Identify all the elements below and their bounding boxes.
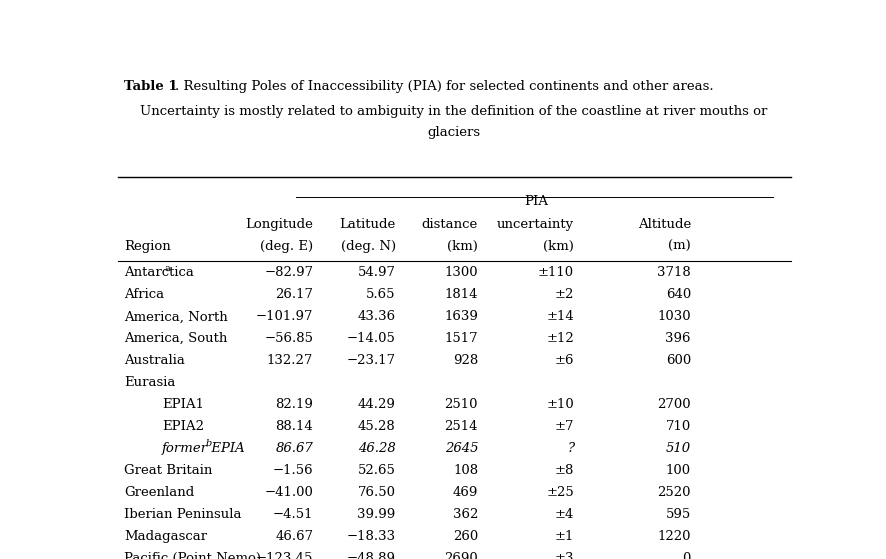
Text: Greenland: Greenland xyxy=(124,486,195,499)
Text: Uncertainty is mostly related to ambiguity in the definition of the coastline at: Uncertainty is mostly related to ambigui… xyxy=(140,105,768,117)
Text: Great Britain: Great Britain xyxy=(124,464,213,477)
Text: −56.85: −56.85 xyxy=(264,332,314,345)
Text: −41.00: −41.00 xyxy=(264,486,314,499)
Text: Australia: Australia xyxy=(124,354,185,367)
Text: 260: 260 xyxy=(453,530,478,543)
Text: ±4: ±4 xyxy=(555,508,574,521)
Text: −48.89: −48.89 xyxy=(346,552,396,559)
Text: a: a xyxy=(164,264,170,273)
Text: ±1: ±1 xyxy=(555,530,574,543)
Text: (km): (km) xyxy=(543,240,574,253)
Text: ±7: ±7 xyxy=(555,420,574,433)
Text: −18.33: −18.33 xyxy=(346,530,396,543)
Text: 76.50: 76.50 xyxy=(358,486,396,499)
Text: ±12: ±12 xyxy=(547,332,574,345)
Text: −82.97: −82.97 xyxy=(264,267,314,280)
Text: 100: 100 xyxy=(666,464,691,477)
Text: 2645: 2645 xyxy=(445,442,478,455)
Text: Iberian Peninsula: Iberian Peninsula xyxy=(124,508,242,521)
Text: 362: 362 xyxy=(453,508,478,521)
Text: (km): (km) xyxy=(447,240,478,253)
Text: glaciers: glaciers xyxy=(428,126,480,140)
Text: 26.17: 26.17 xyxy=(276,288,314,301)
Text: 510: 510 xyxy=(666,442,691,455)
Text: 39.99: 39.99 xyxy=(357,508,396,521)
Text: Pacific (Point Nemo): Pacific (Point Nemo) xyxy=(124,552,261,559)
Text: America, North: America, North xyxy=(124,310,229,323)
Text: 88.14: 88.14 xyxy=(276,420,314,433)
Text: 2700: 2700 xyxy=(657,398,691,411)
Text: 1517: 1517 xyxy=(445,332,478,345)
Text: distance: distance xyxy=(422,217,478,231)
Text: ±3: ±3 xyxy=(555,552,574,559)
Text: 54.97: 54.97 xyxy=(358,267,396,280)
Text: Longitude: Longitude xyxy=(245,217,314,231)
Text: −101.97: −101.97 xyxy=(256,310,314,323)
Text: 45.28: 45.28 xyxy=(358,420,396,433)
Text: Altitude: Altitude xyxy=(638,217,691,231)
Text: −4.51: −4.51 xyxy=(273,508,314,521)
Text: 43.36: 43.36 xyxy=(358,310,396,323)
Text: EPIA2: EPIA2 xyxy=(162,420,205,433)
Text: (deg. N): (deg. N) xyxy=(340,240,396,253)
Text: Table 1: Table 1 xyxy=(124,80,178,93)
Text: America, South: America, South xyxy=(124,332,228,345)
Text: 600: 600 xyxy=(665,354,691,367)
Text: b: b xyxy=(206,439,213,448)
Text: −14.05: −14.05 xyxy=(346,332,396,345)
Text: ±14: ±14 xyxy=(547,310,574,323)
Text: 396: 396 xyxy=(665,332,691,345)
Text: 0: 0 xyxy=(682,552,691,559)
Text: former EPIA: former EPIA xyxy=(162,442,246,455)
Text: (m): (m) xyxy=(668,240,691,253)
Text: Madagascar: Madagascar xyxy=(124,530,207,543)
Text: 2514: 2514 xyxy=(445,420,478,433)
Text: ±8: ±8 xyxy=(555,464,574,477)
Text: EPIA1: EPIA1 xyxy=(162,398,205,411)
Text: 1220: 1220 xyxy=(657,530,691,543)
Text: Eurasia: Eurasia xyxy=(124,376,175,389)
Text: Africa: Africa xyxy=(124,288,165,301)
Text: . Resulting Poles of Inaccessibility (PIA) for selected continents and other are: . Resulting Poles of Inaccessibility (PI… xyxy=(175,80,713,93)
Text: ±25: ±25 xyxy=(547,486,574,499)
Text: 44.29: 44.29 xyxy=(358,398,396,411)
Text: Region: Region xyxy=(124,240,171,253)
Text: 1639: 1639 xyxy=(444,310,478,323)
Text: 710: 710 xyxy=(665,420,691,433)
Text: −123.45: −123.45 xyxy=(256,552,314,559)
Text: ?: ? xyxy=(567,442,574,455)
Text: 82.19: 82.19 xyxy=(276,398,314,411)
Text: uncertainty: uncertainty xyxy=(497,217,574,231)
Text: 86.67: 86.67 xyxy=(276,442,314,455)
Text: 46.67: 46.67 xyxy=(276,530,314,543)
Text: 5.65: 5.65 xyxy=(366,288,396,301)
Text: ±2: ±2 xyxy=(555,288,574,301)
Text: 108: 108 xyxy=(453,464,478,477)
Text: ±6: ±6 xyxy=(555,354,574,367)
Text: 469: 469 xyxy=(453,486,478,499)
Text: −23.17: −23.17 xyxy=(346,354,396,367)
Text: 2510: 2510 xyxy=(445,398,478,411)
Text: (deg. E): (deg. E) xyxy=(260,240,314,253)
Text: 2690: 2690 xyxy=(445,552,478,559)
Text: 3718: 3718 xyxy=(657,267,691,280)
Text: Latitude: Latitude xyxy=(339,217,396,231)
Text: Antarctica: Antarctica xyxy=(124,267,194,280)
Text: 595: 595 xyxy=(665,508,691,521)
Text: 2520: 2520 xyxy=(657,486,691,499)
Text: 1030: 1030 xyxy=(657,310,691,323)
Text: 1814: 1814 xyxy=(445,288,478,301)
Text: ±110: ±110 xyxy=(538,267,574,280)
Text: 1300: 1300 xyxy=(445,267,478,280)
Text: 132.27: 132.27 xyxy=(267,354,314,367)
Text: 640: 640 xyxy=(665,288,691,301)
Text: PIA: PIA xyxy=(525,195,548,208)
Text: 46.28: 46.28 xyxy=(358,442,396,455)
Text: 52.65: 52.65 xyxy=(358,464,396,477)
Text: 928: 928 xyxy=(453,354,478,367)
Text: ±10: ±10 xyxy=(547,398,574,411)
Text: −1.56: −1.56 xyxy=(273,464,314,477)
